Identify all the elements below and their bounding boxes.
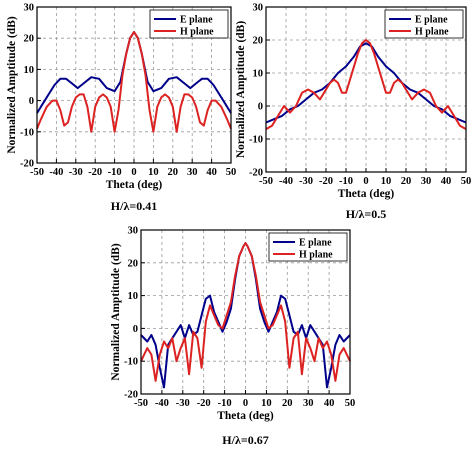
y-tick-label: 20 [253,36,264,47]
chart-panel-1: -50 -40 -30 -20 -10 0 10 20 30 40 50 -20 -10 0 10 20 30 T… [6,3,236,214]
x-axis-label: Theta (deg) [338,188,395,200]
y-tick-label: 20 [128,258,139,269]
x-tick-label: -40 [49,167,63,178]
y-tick-label: 0 [133,324,138,335]
legend-label: E plane [415,15,448,26]
series-line-e-plane [265,42,467,124]
x-tick-label: 50 [345,398,356,409]
chart-caption: H/λ=0.5 [346,207,386,221]
x-tick-label: 50 [461,176,472,187]
x-tick-label: -40 [155,398,169,409]
y-tick-label: 0 [258,102,263,113]
y-tick-label: 10 [128,291,139,302]
x-tick-label: -50 [30,167,44,178]
x-tick-label: -50 [134,398,148,409]
series-line-h-plane [265,39,467,130]
series-line-h-plane [36,31,232,133]
x-tick-label: 10 [261,398,272,409]
x-tick-label: -30 [69,167,83,178]
x-tick-label: 40 [324,398,335,409]
x-tick-label: -10 [339,176,353,187]
x-tick-label: 10 [381,176,392,187]
legend-label: H plane [415,27,449,38]
x-axis-label: Theta (deg) [106,179,163,191]
x-tick-label: -20 [88,167,102,178]
y-axis-label: Normalized Amptitude (dB) [6,16,18,154]
legend-label: E plane [299,238,332,249]
x-tick-label: 0 [243,398,248,409]
x-axis-label: Theta (deg) [217,410,274,422]
y-tick-label: 30 [253,3,264,14]
y-axis-label: Normalized Amptitude (dB) [235,21,247,159]
x-tick-label: -20 [197,398,211,409]
y-tick-label: -20 [20,159,34,170]
x-tick-label: -20 [319,176,333,187]
chart-caption: H/λ=0.67 [222,433,268,447]
y-tick-label: -10 [124,357,138,368]
x-tick-label: 30 [421,176,432,187]
chart-caption: H/λ=0.41 [111,199,157,213]
legend-box [149,9,229,39]
x-tick-label: 0 [131,167,136,178]
y-tick-label: 10 [253,69,264,80]
series-line-h-plane [140,242,351,382]
y-tick-label: 20 [24,34,35,45]
legend-label: H plane [180,27,214,38]
legend-box [268,232,348,262]
y-tick-label: 0 [29,96,34,107]
y-axis-label: Normalized Amptitude (dB) [110,243,122,381]
y-tick-label: -20 [249,168,263,179]
x-tick-label: -30 [299,176,313,187]
x-tick-label: 30 [187,167,198,178]
x-tick-label: 20 [401,176,412,187]
x-tick-label: 40 [206,167,217,178]
x-tick-label: -30 [176,398,190,409]
y-tick-label: -20 [124,390,138,401]
y-tick-label: -10 [249,135,263,146]
chart-panel-3: -50 -40 -30 -20 -10 0 10 20 30 40 50 -20 -10 0 10 20 30 T… [110,226,355,448]
x-tick-label: 0 [363,176,368,187]
chart-panel-2: -50 -40 -30 -20 -10 0 10 20 30 40 50 -20 -10 0 10 20 30 T… [235,3,471,222]
x-tick-label: 50 [226,167,237,178]
x-tick-label: 40 [441,176,452,187]
y-tick-label: 10 [24,65,35,76]
y-tick-label: -10 [20,127,34,138]
legend-label: E plane [180,15,213,26]
x-tick-label: 20 [168,167,179,178]
x-tick-label: 20 [282,398,293,409]
y-tick-label: 30 [24,3,35,14]
legend-box [384,9,464,39]
legend-label: H plane [299,250,333,261]
x-tick-label: -50 [259,176,273,187]
y-tick-label: 30 [128,226,139,237]
x-tick-label: -10 [108,167,122,178]
x-tick-label: 10 [148,167,159,178]
x-tick-label: 30 [303,398,314,409]
x-tick-label: -40 [279,176,293,187]
x-tick-label: -10 [218,398,232,409]
